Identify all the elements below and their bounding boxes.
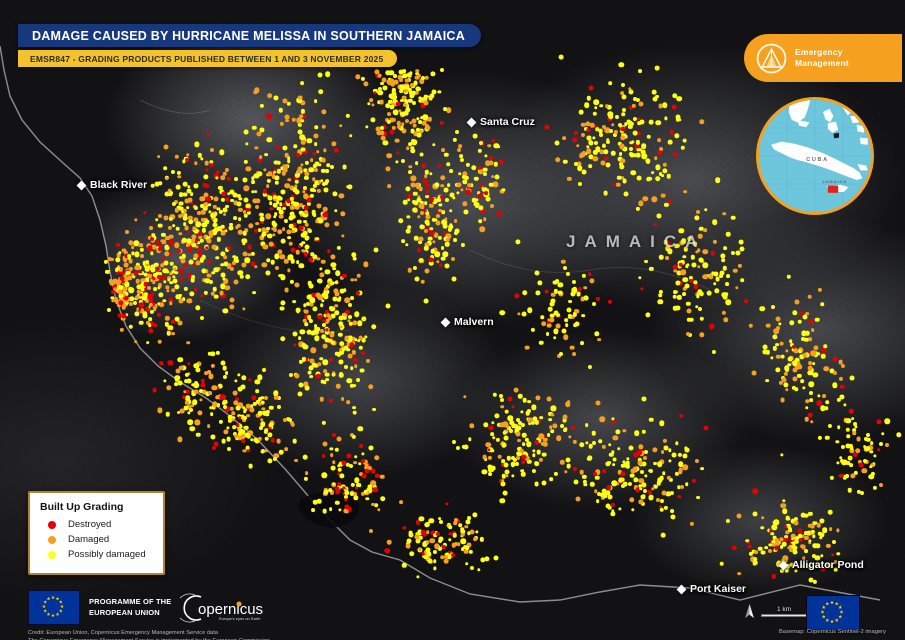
map-subtitle: EMSR847 - GRADING PRODUCTS PUBLISHED BET…	[30, 53, 384, 64]
legend-item-label: Possibly damaged	[68, 549, 146, 560]
eu-stars-icon	[29, 591, 77, 622]
legend-swatch-2	[48, 550, 56, 559]
credit-line-2: The Copernicus Emergency Management Serv…	[28, 637, 278, 640]
emergency-management-logo-icon	[756, 43, 787, 73]
city-marker-icon	[676, 584, 687, 594]
eu-prog-line2: EUROPEAN UNION	[89, 607, 160, 617]
eu-stars-secondary-icon	[807, 596, 857, 628]
city-label-text: Black River	[90, 179, 148, 191]
legend-item[interactable]: Damaged	[48, 534, 153, 545]
svg-text:CUBA: CUBA	[806, 157, 829, 163]
city-label-text: Port Kaiser	[690, 583, 747, 595]
basemap-credit: Basemap: Copernicus Sentinel-2 imagery	[779, 629, 886, 635]
legend-item-label: Damaged	[68, 534, 110, 545]
footer: PROGRAMME OF THE EUROPEAN UNION opernicu…	[28, 590, 278, 640]
svg-text:JAMAICA: JAMAICA	[822, 179, 847, 184]
city-marker-icon	[778, 560, 789, 570]
em-line2: Management	[795, 58, 849, 68]
city-label-text: Santa Cruz	[480, 116, 535, 128]
legend-panel: Built Up Grading Destroyed Damaged Possibl…	[28, 491, 165, 575]
city-label-text: Alligator Pond	[792, 559, 864, 571]
eu-prog-line1: PROGRAMME OF THE	[89, 597, 172, 607]
city-label-alligator-pond: Alligator Pond	[778, 559, 864, 571]
city-marker-icon	[440, 317, 451, 327]
legend-item[interactable]: Destroyed	[48, 519, 153, 530]
scale-bar: 1 km	[761, 606, 807, 617]
em-line1: Emergency	[795, 47, 843, 58]
footer-logos: PROGRAMME OF THE EUROPEAN UNION opernicu…	[28, 590, 278, 625]
legend-title: Built Up Grading	[40, 501, 124, 513]
city-label-text: Malvern	[454, 316, 494, 328]
copernicus-wordmark-icon: opernicus Europe's eyes on Earth	[175, 593, 263, 622]
city-label-malvern: Malvern	[440, 316, 494, 328]
legend-swatch-0	[48, 520, 56, 529]
map-subtitle-bar: EMSR847 - GRADING PRODUCTS PUBLISHED BET…	[18, 50, 398, 67]
credits-text: Credit: European Union, Copernicus Emerg…	[28, 629, 278, 640]
copernicus-logo: opernicus Europe's eyes on Earth	[175, 593, 278, 623]
city-label-black-river: Black River	[76, 179, 148, 191]
svg-text:Europe's eyes on Earth: Europe's eyes on Earth	[219, 616, 260, 621]
legend-swatch-1	[48, 535, 56, 544]
scale-label: 1 km	[776, 606, 792, 613]
emergency-management-badge: Emergency Management	[744, 34, 902, 82]
svg-text:opernicus: opernicus	[198, 601, 263, 618]
map-title-bar: DAMAGE CAUSED BY HURRICANE MELISSA IN SO…	[18, 24, 481, 47]
city-marker-icon	[76, 180, 87, 190]
north-arrow-icon	[745, 604, 754, 619]
map-title: DAMAGE CAUSED BY HURRICANE MELISSA IN SO…	[32, 28, 465, 43]
scale-bar-graphic	[761, 614, 807, 617]
eu-programme-text: PROGRAMME OF THE EUROPEAN UNION	[89, 597, 171, 617]
country-label: JAMAICA	[566, 232, 707, 251]
scale-and-north: 1 km	[744, 604, 807, 619]
legend-item[interactable]: Possibly damaged	[48, 549, 153, 560]
legend-items: Destroyed Damaged Possibly damaged	[40, 519, 153, 560]
emergency-management-text: Emergency Management	[795, 47, 849, 68]
city-label-santa-cruz: Santa Cruz	[466, 116, 535, 128]
city-marker-icon	[466, 117, 477, 127]
city-label-port-kaiser: Port Kaiser	[676, 583, 747, 595]
inset-map-svg: CUBA JAMAICA	[759, 100, 871, 212]
credit-line-1: Credit: European Union, Copernicus Emerg…	[28, 630, 218, 636]
eu-flag-secondary-icon	[806, 595, 860, 631]
eu-flag-icon	[28, 590, 80, 625]
legend-item-label: Destroyed	[68, 519, 112, 530]
locator-inset-map: CUBA JAMAICA	[756, 97, 874, 215]
